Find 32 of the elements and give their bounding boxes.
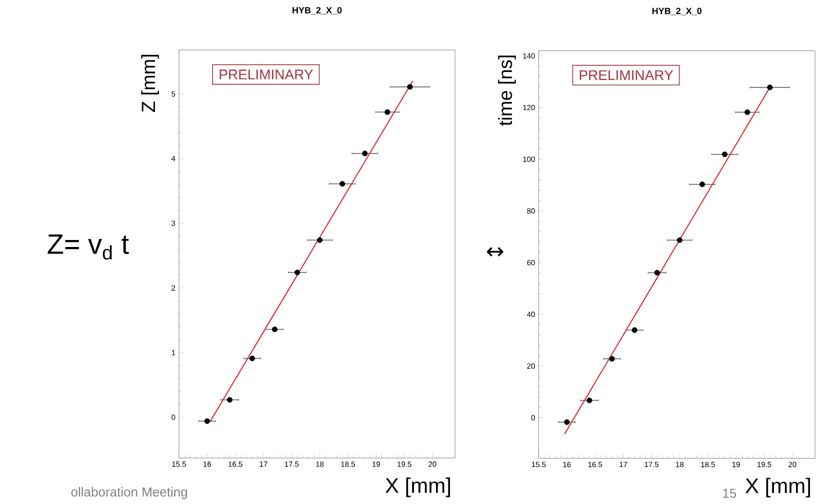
y-axis-title: time [ns] xyxy=(498,56,516,126)
x-axis-title: X [mm] xyxy=(385,478,450,498)
point xyxy=(204,418,210,424)
x-axis-title: X [mm] xyxy=(745,478,810,498)
point xyxy=(272,326,278,332)
text: Z= v$_{d}$ t xyxy=(48,234,129,260)
point xyxy=(249,356,256,362)
chart-title: HYB_2_X_0 xyxy=(292,7,342,14)
point xyxy=(699,182,706,188)
point xyxy=(294,270,300,276)
point xyxy=(407,84,413,90)
point xyxy=(384,109,390,115)
point xyxy=(654,270,660,276)
point xyxy=(767,84,773,90)
y-axis-title: Z [mm] xyxy=(141,54,159,112)
text: 15 xyxy=(723,488,736,498)
point xyxy=(744,109,750,116)
annotation: PRELIMINARY xyxy=(220,70,313,80)
annotation: PRELIMINARY xyxy=(580,70,674,80)
point xyxy=(722,152,728,158)
text: ↔ xyxy=(486,247,504,256)
chart-title: HYB_2_X_0 xyxy=(652,8,702,16)
point xyxy=(226,397,232,403)
point xyxy=(564,419,570,425)
point xyxy=(632,327,638,333)
point xyxy=(340,181,346,187)
point xyxy=(586,398,592,404)
text: ollaboration Meeting xyxy=(71,487,187,500)
point xyxy=(676,237,682,243)
point xyxy=(609,356,615,362)
point xyxy=(317,237,323,243)
point xyxy=(362,150,368,156)
